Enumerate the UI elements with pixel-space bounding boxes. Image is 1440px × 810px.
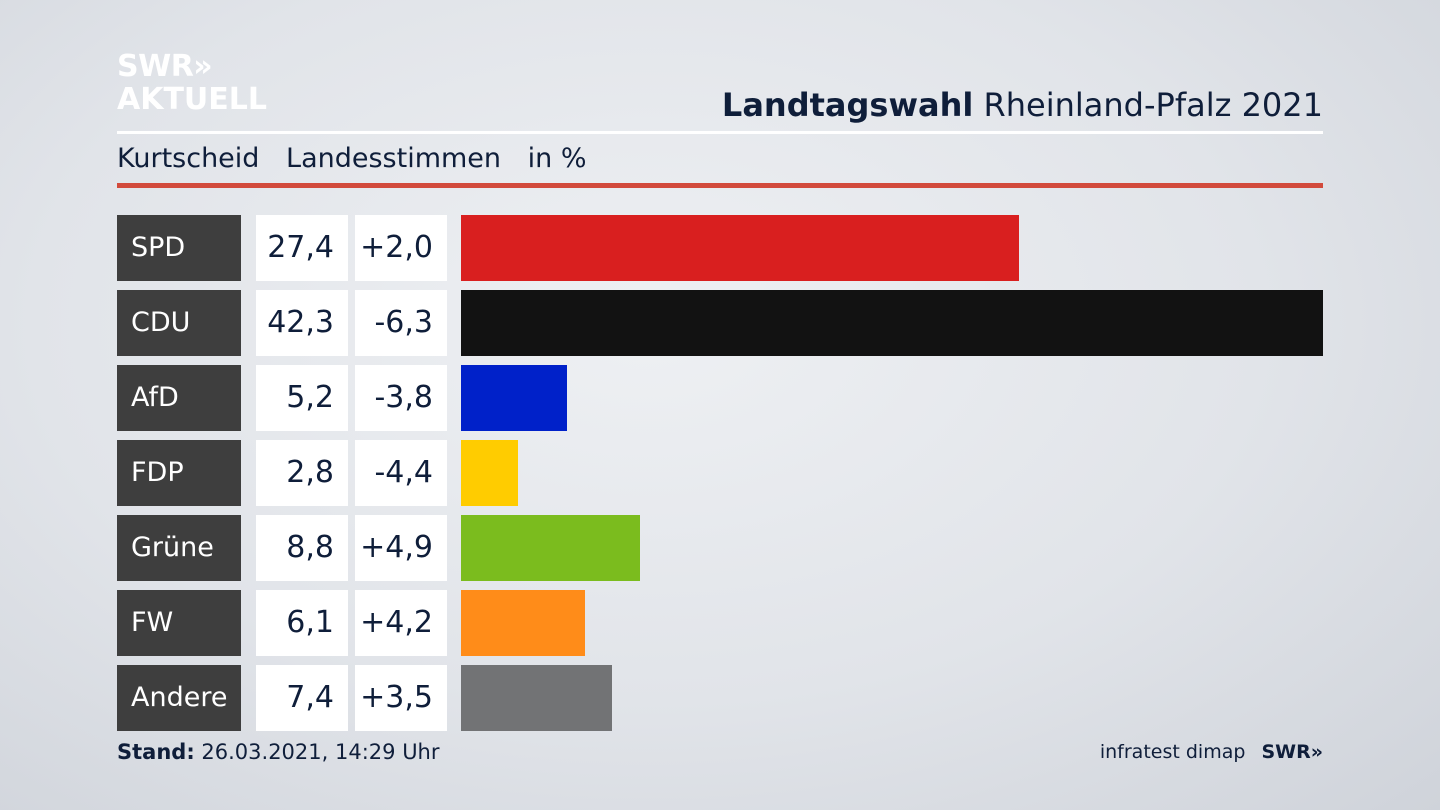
value-label: 2,8: [256, 440, 348, 506]
chart-row: FW 6,1 +4,2: [117, 590, 1323, 656]
bar-fw: [461, 590, 585, 656]
bar-grüne: [461, 515, 640, 581]
header-divider: [117, 131, 1323, 134]
title-rest: Rheinland-Pfalz 2021: [983, 86, 1323, 124]
stand-label: Stand:: [117, 740, 195, 764]
logo-line-2: AKTUELL: [117, 82, 268, 117]
page-title: Landtagswahl Rheinland-Pfalz 2021: [722, 86, 1323, 124]
party-label: AfD: [117, 365, 241, 431]
value-label: 42,3: [256, 290, 348, 356]
accent-divider: [117, 183, 1323, 188]
stand-value: 26.03.2021, 14:29 Uhr: [201, 740, 440, 764]
bar-cdu: [461, 290, 1323, 356]
party-label: Andere: [117, 665, 241, 731]
change-label: -4,4: [355, 440, 447, 506]
swr-aktuell-logo: SWR» AKTUELL: [117, 52, 267, 115]
change-label: +3,5: [355, 665, 447, 731]
chart-row: Andere 7,4 +3,5: [117, 665, 1323, 731]
value-label: 5,2: [256, 365, 348, 431]
change-label: -3,8: [355, 365, 447, 431]
source-credit: infratest dimap SWR»: [1100, 741, 1323, 763]
logo-line-1: SWR»: [117, 49, 213, 84]
change-label: -6,3: [355, 290, 447, 356]
subtitle-unit: in %: [527, 143, 587, 174]
party-label: FW: [117, 590, 241, 656]
subtitle-vote-type: Landesstimmen: [286, 143, 502, 174]
value-label: 27,4: [256, 215, 348, 281]
chart-row: SPD 27,4 +2,0: [117, 215, 1323, 281]
change-label: +4,2: [355, 590, 447, 656]
chart-subtitle: Kurtscheid Landesstimmen in %: [117, 143, 604, 174]
title-bold: Landtagswahl: [721, 86, 974, 124]
chart-row: CDU 42,3 -6,3: [117, 290, 1323, 356]
bar-fdp: [461, 440, 518, 506]
value-label: 8,8: [256, 515, 348, 581]
subtitle-location: Kurtscheid: [117, 143, 260, 174]
brand-logo: SWR»: [1261, 741, 1323, 763]
value-label: 6,1: [256, 590, 348, 656]
chart-row: Grüne 8,8 +4,9: [117, 515, 1323, 581]
bar-spd: [461, 215, 1019, 281]
change-label: +2,0: [355, 215, 447, 281]
party-label: FDP: [117, 440, 241, 506]
party-label: SPD: [117, 215, 241, 281]
bar-afd: [461, 365, 567, 431]
chart-row: AfD 5,2 -3,8: [117, 365, 1323, 431]
party-label: CDU: [117, 290, 241, 356]
timestamp: Stand: 26.03.2021, 14:29 Uhr: [117, 740, 440, 764]
change-label: +4,9: [355, 515, 447, 581]
chart-row: FDP 2,8 -4,4: [117, 440, 1323, 506]
value-label: 7,4: [256, 665, 348, 731]
bar-andere: [461, 665, 612, 731]
source-name: infratest dimap: [1099, 741, 1246, 763]
party-label: Grüne: [117, 515, 241, 581]
